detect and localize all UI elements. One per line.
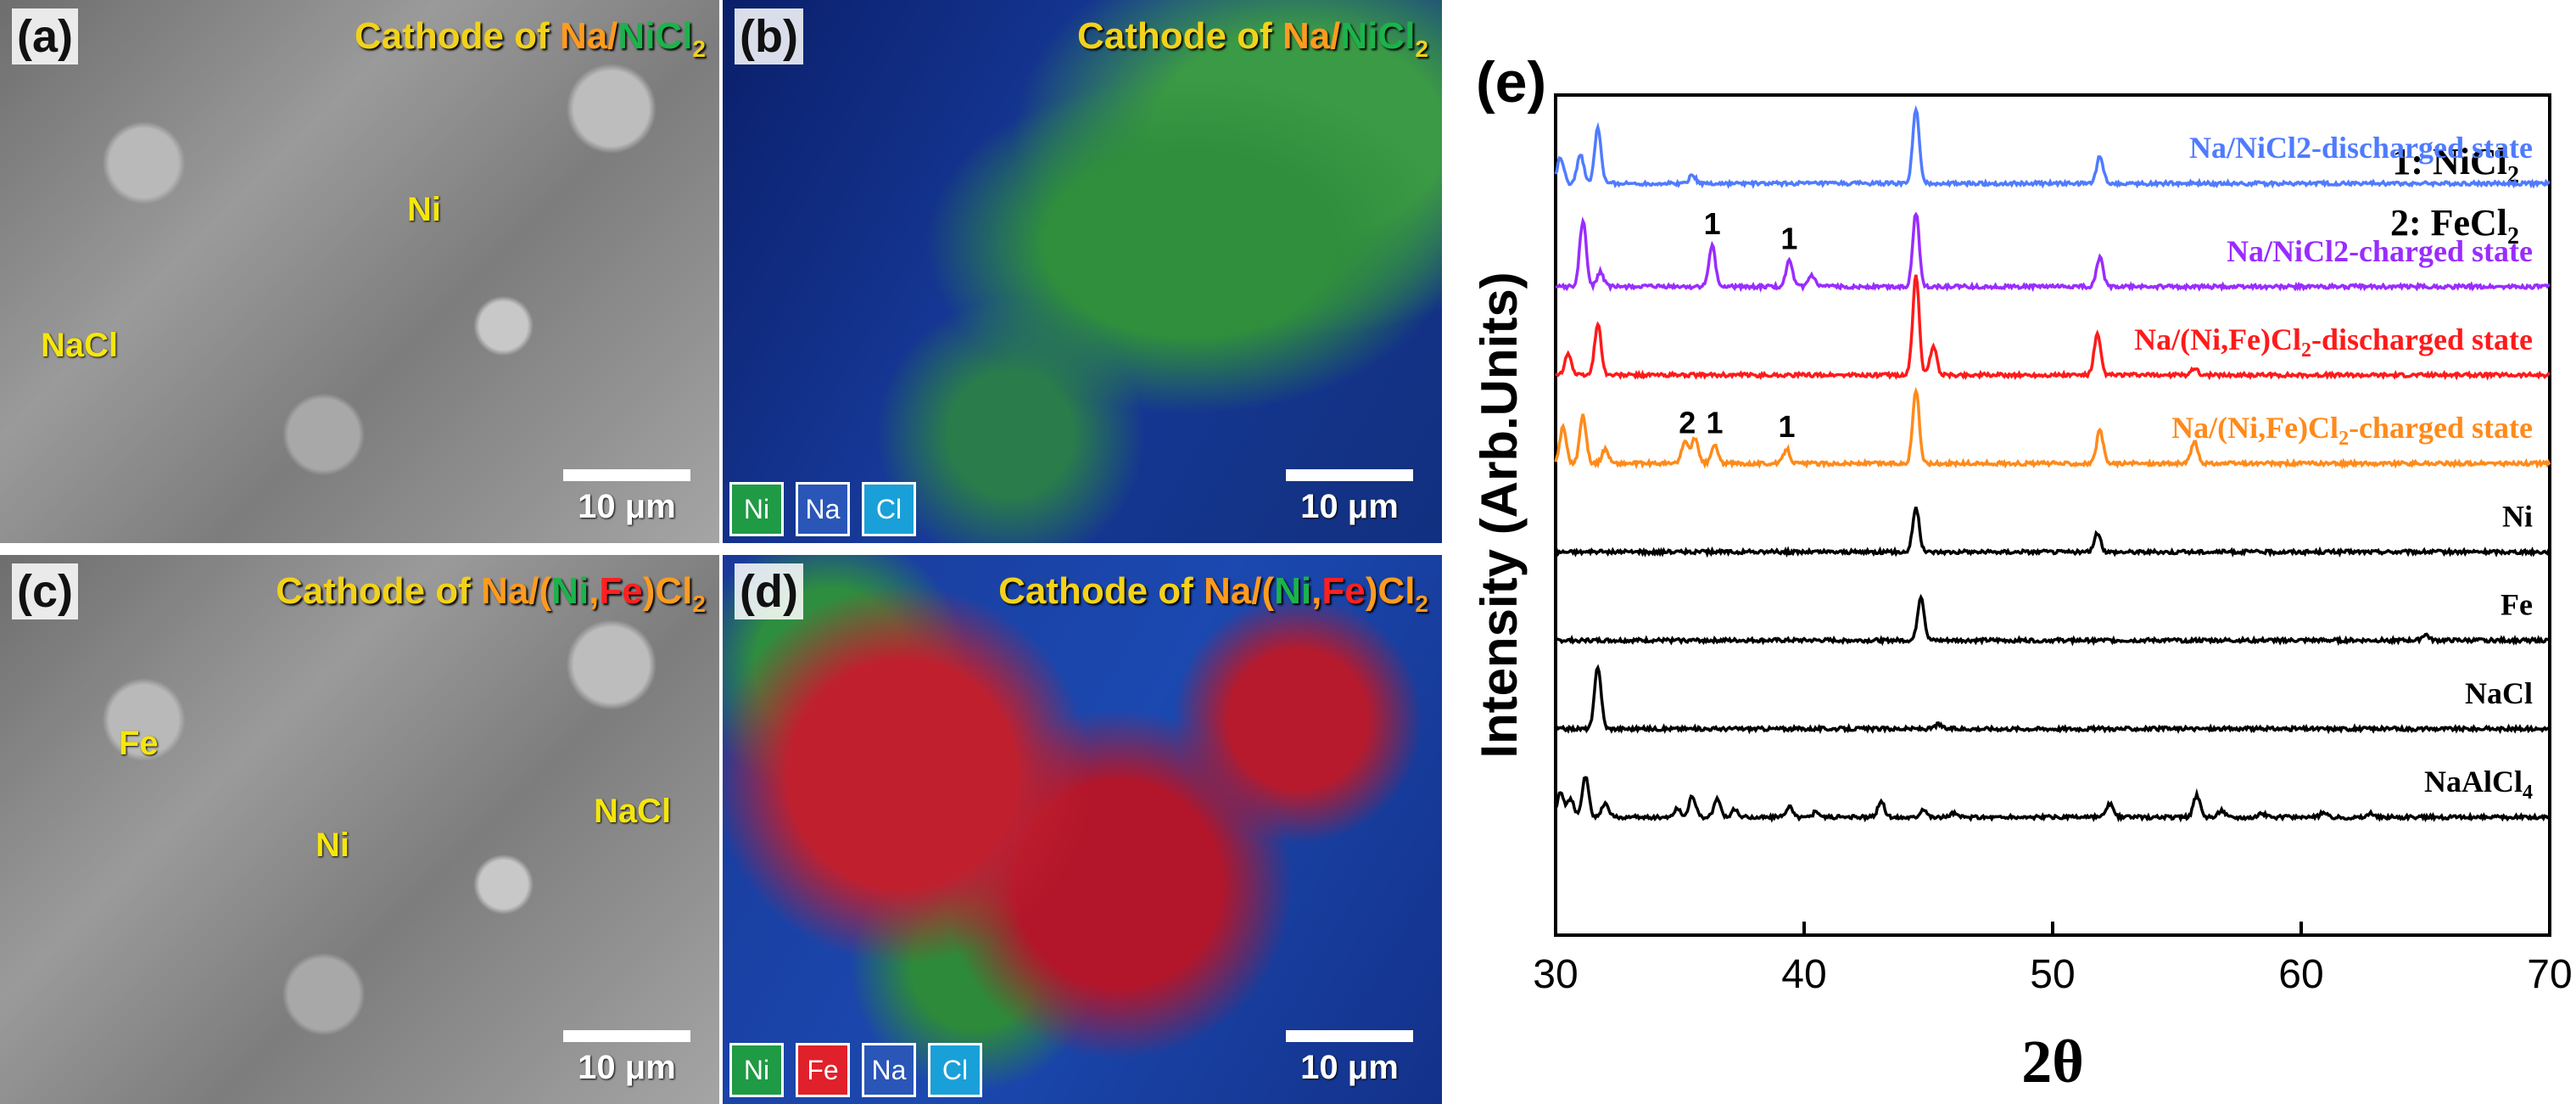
scale-bar-d: 10 μm [1286,1030,1413,1087]
panel-label-c: (c) [12,563,78,619]
element-legend-b: Ni Na Cl [729,482,916,536]
y-axis-label: Intensity (Arb.Units) [1471,272,1528,758]
legend-chip-na-d: Na [862,1043,916,1097]
panel-label-b: (b) [735,8,803,64]
legend-chip-fe-d: Fe [796,1043,850,1097]
annotation-fe: Fe [119,725,159,762]
series-line [1554,776,2551,823]
sem-image-c: (c) Cathode of Na/(Ni,Fe)Cl2 Fe Ni NaCl … [0,555,719,1104]
x-ticks: 30 40 50 60 70 [1533,922,2573,997]
panel-label-e: (e) [1476,50,1546,115]
annotation-nacl: NaCl [41,327,119,364]
series-label: NaCl [2465,676,2533,710]
panel-title-a: Cathode of Na/NiCl2 [354,15,706,62]
xrd-chart: (e) Intensity (Arb.Units) 2θ 1: NiCl22: … [1471,50,2573,1096]
series-label: Na/NiCl2-discharged state [2189,131,2533,165]
annotation-ni-c: Ni [316,827,349,864]
peak-label: 1 [1780,221,1797,255]
element-legend-d: Ni Fe Na Cl [729,1043,982,1097]
series-line [1554,386,2551,470]
annotation-nacl-c: NaCl [594,793,672,830]
x-axis-label: 2θ [2021,1028,2084,1096]
eds-map-d: (d) Cathode of Na/(Ni,Fe)Cl2 Ni Fe Na Cl… [723,555,1442,1104]
scale-bar-a: 10 μm [563,469,690,526]
legend-chip-cl: Cl [862,482,916,536]
series-line [1554,104,2551,189]
x-tick-label: 40 [1781,952,1826,997]
legend-chip-ni: Ni [729,482,784,536]
x-tick-label: 60 [2278,952,2323,997]
peak-label: 1 [1704,206,1721,241]
legend-chip-na: Na [796,482,850,536]
scale-bar-c: 10 μm [563,1030,690,1087]
panel-title-c: Cathode of Na/(Ni,Fe)Cl2 [276,570,706,617]
series-line [1554,506,2551,558]
series-line [1555,274,2551,381]
series-label: Fe [2501,588,2533,622]
panel-title-d: Cathode of Na/(Ni,Fe)Cl2 [998,570,1428,617]
panel-label-d: (d) [735,563,803,619]
scale-bar-b: 10 μm [1286,469,1413,526]
peak-label: 2 [1679,406,1696,440]
series-label: Ni [2502,499,2533,533]
legend-chip-cl-d: Cl [928,1043,982,1097]
series-label: Na/(Ni,Fe)Cl2-charged state [2171,411,2533,450]
series-label: Na/(Ni,Fe)Cl2-discharged state [2134,322,2533,361]
legend-chip-ni-d: Ni [729,1043,784,1097]
peak-legend-entry: 2: FeCl2 [2390,202,2519,249]
panel-label-a: (a) [12,8,78,64]
series-line [1555,593,2551,647]
x-tick-label: 50 [2030,952,2075,997]
series-line [1555,211,2551,293]
series-label: NaAlCl4 [2424,765,2533,804]
x-tick-label: 30 [1533,952,1578,997]
panel-title-b: Cathode of Na/NiCl2 [1076,15,1428,62]
series-label: Na/NiCl2-charged state [2227,234,2533,268]
annotation-ni: Ni [407,191,441,228]
eds-map-b: (b) Cathode of Na/NiCl2 Ni Na Cl 10 μm [723,0,1442,543]
series-group: Na/NiCl2-discharged state Na/NiCl2-charge… [1554,104,2551,823]
series-line [1554,664,2551,735]
sem-image-a: (a) Cathode of Na/NiCl2 Ni NaCl 10 μm [0,0,719,543]
peak-label: 1 [1778,409,1795,444]
x-tick-label: 70 [2527,952,2572,997]
peak-label: 1 [1707,406,1724,440]
